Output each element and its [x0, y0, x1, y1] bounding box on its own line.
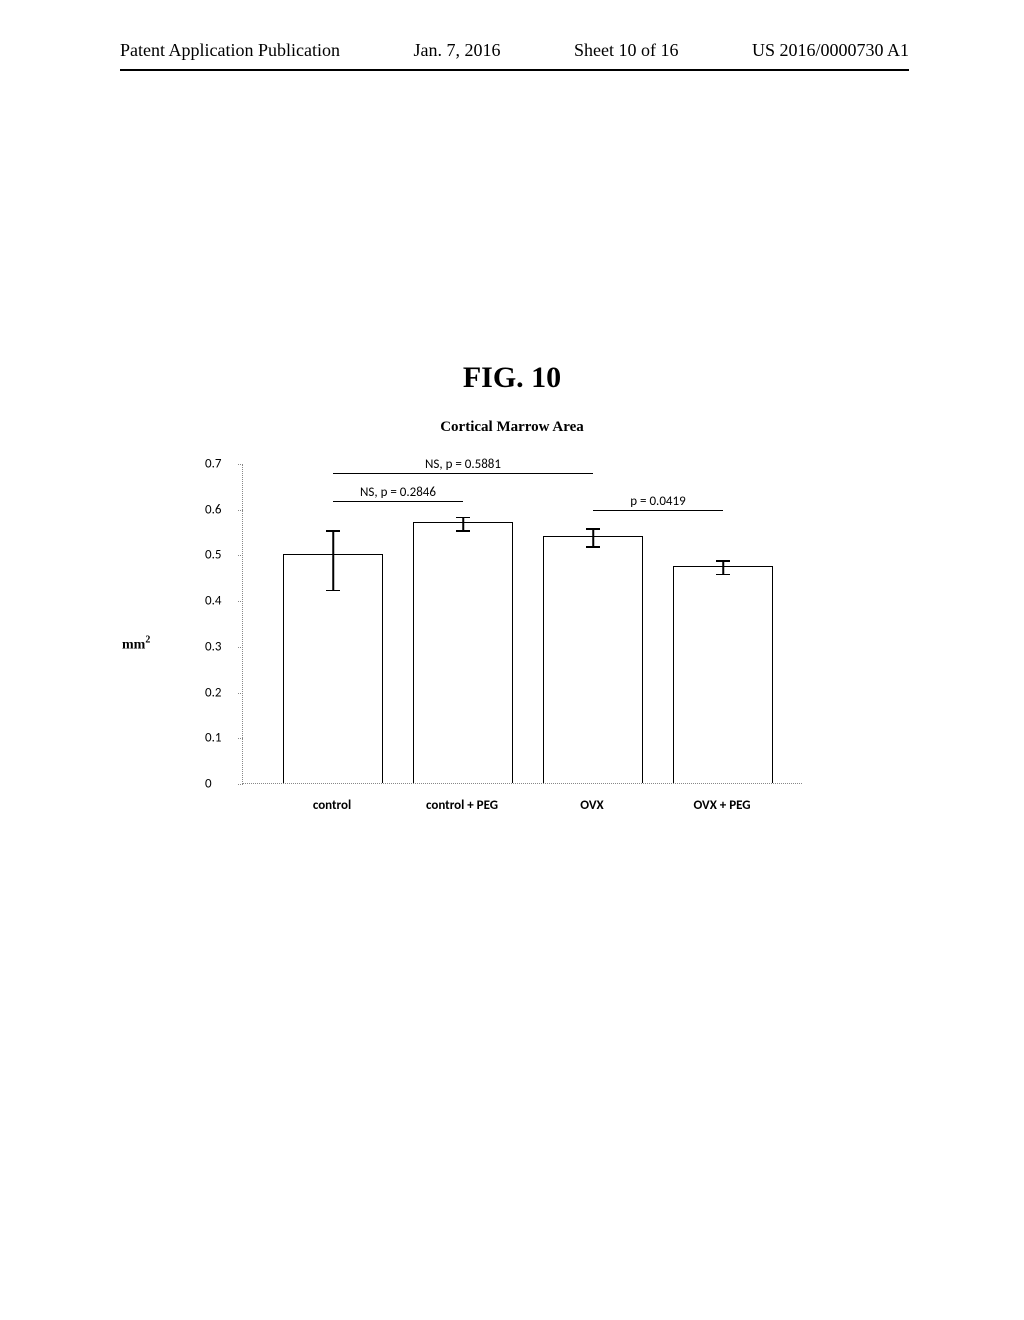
- significance-line: [333, 501, 463, 502]
- x-axis-label: OVX: [580, 798, 603, 813]
- page-header: Patent Application Publication Jan. 7, 2…: [0, 0, 1024, 69]
- bar-chart: mm2 00.10.20.30.40.50.60.7NS, p = 0.5881…: [182, 464, 842, 824]
- y-tick-mark: [238, 555, 243, 556]
- y-tick-mark: [238, 738, 243, 739]
- y-tick-mark: [238, 693, 243, 694]
- y-tick-label: 0: [205, 777, 212, 792]
- y-tick-mark: [238, 647, 243, 648]
- x-axis-label: control + PEG: [426, 798, 498, 813]
- plot-area: 00.10.20.30.40.50.60.7NS, p = 0.5881NS, …: [242, 464, 802, 784]
- y-tick-label: 0.7: [205, 457, 221, 472]
- header-left: Patent Application Publication: [120, 40, 340, 61]
- y-tick-label: 0.5: [205, 548, 221, 563]
- y-tick-mark: [238, 601, 243, 602]
- bar: [413, 522, 513, 783]
- y-tick-mark: [238, 464, 243, 465]
- figure-label: FIG. 10: [0, 361, 1024, 395]
- significance-label: p = 0.0419: [630, 494, 685, 509]
- y-tick-mark: [238, 510, 243, 511]
- y-tick-label: 0.1: [205, 731, 221, 746]
- error-cap: [586, 528, 600, 530]
- x-axis-label: OVX + PEG: [693, 798, 750, 813]
- error-cap: [456, 517, 470, 519]
- chart-title: Cortical Marrow Area: [0, 419, 1024, 436]
- significance-line: [333, 473, 593, 474]
- error-bar: [722, 560, 724, 574]
- significance-line: [593, 510, 723, 511]
- y-tick-mark: [238, 784, 243, 785]
- error-cap: [586, 546, 600, 548]
- error-cap: [326, 590, 340, 592]
- bar: [673, 566, 773, 783]
- header-rule: [120, 69, 909, 71]
- error-bar: [592, 528, 594, 546]
- header-date: Jan. 7, 2016: [413, 40, 500, 61]
- error-bar: [332, 530, 334, 589]
- bar: [543, 536, 643, 783]
- y-tick-label: 0.4: [205, 594, 221, 609]
- error-bar: [462, 517, 464, 531]
- x-axis-label: control: [313, 798, 351, 813]
- header-sheet: Sheet 10 of 16: [574, 40, 678, 61]
- y-tick-label: 0.6: [205, 502, 221, 517]
- significance-label: NS, p = 0.5881: [425, 457, 501, 472]
- error-cap: [326, 530, 340, 532]
- error-cap: [716, 560, 730, 562]
- y-tick-label: 0.3: [205, 639, 221, 654]
- y-axis-label: mm2: [122, 635, 150, 654]
- error-cap: [716, 574, 730, 576]
- significance-label: NS, p = 0.2846: [360, 485, 436, 500]
- header-pubno: US 2016/0000730 A1: [752, 40, 909, 61]
- y-tick-label: 0.2: [205, 685, 221, 700]
- error-cap: [456, 530, 470, 532]
